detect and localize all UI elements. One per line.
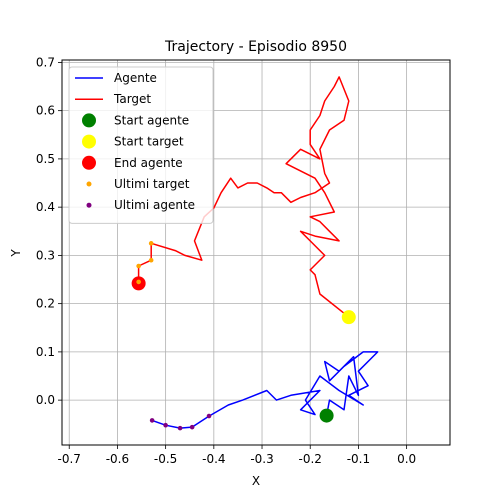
legend-label-ultimi-agente: Ultimi agente xyxy=(114,198,195,212)
legend-label-end-agente: End agente xyxy=(114,156,183,170)
x-axis-label: X xyxy=(252,474,260,488)
scatter-point-ultimi-target xyxy=(148,257,154,263)
marker-start-target xyxy=(341,310,356,325)
chart-title: Trajectory - Episodio 8950 xyxy=(164,39,347,55)
plot-area xyxy=(131,76,379,431)
x-tick-label: -0.5 xyxy=(154,452,177,466)
scatter-point-ultimi-agente xyxy=(149,418,155,423)
x-tick-label: -0.3 xyxy=(250,452,273,466)
legend-label-start-target: Start target xyxy=(114,135,184,149)
x-tick-label: -0.2 xyxy=(299,452,322,466)
x-tick-label: -0.6 xyxy=(106,452,129,466)
y-tick-label: 0.5 xyxy=(36,152,55,166)
series-line-agente xyxy=(151,351,379,429)
y-tick-label: 0.0 xyxy=(36,393,55,407)
x-tick-label: -0.7 xyxy=(58,452,81,466)
plot-frame xyxy=(61,59,451,446)
scatter-point-ultimi-target xyxy=(148,241,154,246)
legend-label-start-agente: Start agente xyxy=(114,113,189,127)
scatter-point-ultimi-agente xyxy=(206,413,212,419)
legend-label-target: Target xyxy=(113,92,151,106)
legend-swatch-start-target xyxy=(82,134,96,149)
legend-swatch-end-agente xyxy=(82,155,96,170)
y-axis-ticks: 0.0 0.1 0.2 0.3 0.4 0.5 0.6 0.7 xyxy=(36,55,62,407)
scatter-point-ultimi-agente xyxy=(163,422,168,428)
legend: Agente Target Start agente Start target End … xyxy=(68,66,214,224)
legend-label-agente: Agente xyxy=(114,71,157,85)
y-tick-label: 0.2 xyxy=(36,297,55,311)
y-axis-label: Y xyxy=(9,249,23,258)
legend-swatch-ultimi-target xyxy=(86,181,92,187)
grid xyxy=(62,60,450,445)
legend-label-ultimi-target: Ultimi target xyxy=(114,177,190,191)
y-tick-label: 0.4 xyxy=(36,200,55,214)
legend-swatch-ultimi-agente xyxy=(86,202,92,208)
y-tick-label: 0.1 xyxy=(36,345,55,359)
x-tick-label: 0.0 xyxy=(397,452,416,466)
y-tick-label: 0.6 xyxy=(36,104,55,118)
scatter-point-ultimi-agente xyxy=(189,424,195,430)
scatter-point-ultimi-target xyxy=(136,279,141,285)
legend-box xyxy=(68,66,214,224)
y-tick-label: 0.7 xyxy=(36,55,55,69)
scatter-point-ultimi-agente xyxy=(177,425,183,431)
y-tick-label: 0.3 xyxy=(36,248,55,262)
x-axis-ticks: -0.7 -0.6 -0.5 -0.4 -0.3 -0.2 -0.1 0.0 xyxy=(58,445,416,466)
x-tick-label: -0.4 xyxy=(202,452,225,466)
x-tick-label: -0.1 xyxy=(347,452,370,466)
legend-swatch-start-agente xyxy=(82,113,96,128)
scatter-point-ultimi-target xyxy=(136,263,141,269)
marker-start-agente xyxy=(319,408,334,423)
